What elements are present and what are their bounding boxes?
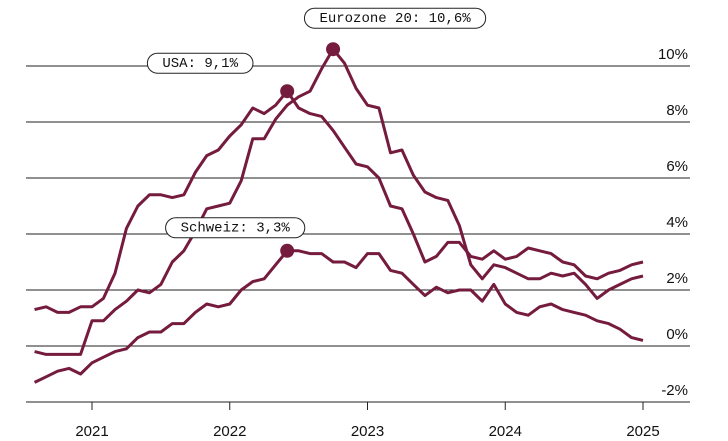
series-line xyxy=(33,249,644,384)
annotation-box xyxy=(165,217,306,239)
annotation-label: Eurozone 20: 10,6% xyxy=(319,11,471,27)
y-tick-label: 6% xyxy=(666,158,688,175)
peak-marker xyxy=(280,84,295,99)
series-line xyxy=(34,47,644,356)
x-tick-label: 2024 xyxy=(489,423,522,440)
x-tick-label: 2021 xyxy=(75,423,108,440)
x-tick-label: 2022 xyxy=(213,423,246,440)
x-tick-label: 2025 xyxy=(626,423,659,440)
y-tick-label: -2% xyxy=(661,382,688,399)
y-tick-label: 0% xyxy=(666,326,688,343)
y-tick-label: 2% xyxy=(666,270,688,287)
peak-marker xyxy=(326,42,341,57)
x-tick-label: 2023 xyxy=(351,423,384,440)
y-tick-label: 10% xyxy=(658,46,688,63)
peak-marker xyxy=(280,243,295,258)
annotation-box xyxy=(146,52,254,74)
y-tick-label: 4% xyxy=(666,214,688,231)
annotation-box xyxy=(303,7,487,29)
annotation: Eurozone 20: 10,6% xyxy=(303,7,487,29)
annotation-label: USA: 9,1% xyxy=(162,56,238,72)
annotation: Schweiz: 3,3% xyxy=(165,217,306,239)
annotation: USA: 9,1% xyxy=(146,52,254,74)
annotation-label: Schweiz: 3,3% xyxy=(181,221,291,237)
series-line xyxy=(34,89,644,314)
y-tick-label: 8% xyxy=(666,102,688,119)
